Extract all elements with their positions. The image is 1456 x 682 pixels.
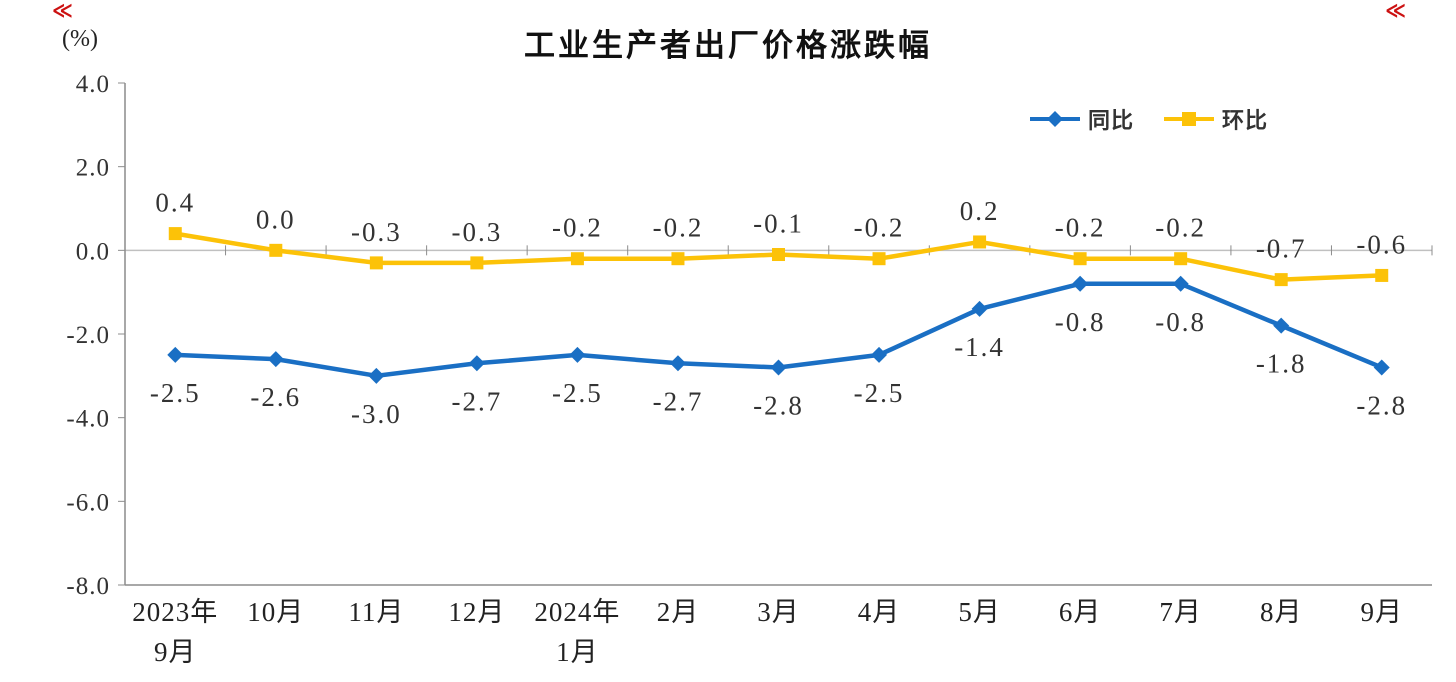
svg-text:6月: 6月 bbox=[1059, 597, 1102, 627]
chart-legend: 同比 环比 bbox=[1029, 103, 1268, 135]
svg-text:-2.5: -2.5 bbox=[150, 378, 201, 408]
svg-text:-0.8: -0.8 bbox=[1155, 307, 1206, 337]
svg-text:-2.5: -2.5 bbox=[552, 378, 603, 408]
svg-text:-0.6: -0.6 bbox=[1356, 229, 1407, 259]
svg-text:10月: 10月 bbox=[247, 597, 304, 627]
svg-text:8月: 8月 bbox=[1260, 597, 1303, 627]
legend-item-mom: 环比 bbox=[1163, 103, 1268, 135]
svg-text:0.0: 0.0 bbox=[76, 238, 110, 265]
svg-text:11月: 11月 bbox=[348, 597, 404, 627]
svg-text:4.0: 4.0 bbox=[76, 71, 110, 98]
svg-text:-0.1: -0.1 bbox=[753, 209, 804, 239]
corner-glyph-right: ≪ bbox=[1385, 0, 1406, 22]
svg-text:-0.2: -0.2 bbox=[552, 213, 603, 243]
y-axis-unit-label: (%) bbox=[62, 26, 98, 52]
svg-text:0.0: 0.0 bbox=[256, 204, 296, 234]
svg-text:0.4: 0.4 bbox=[155, 188, 195, 218]
svg-text:5月: 5月 bbox=[958, 597, 1001, 627]
chart-title: 工业生产者出厂价格涨跌幅 bbox=[524, 28, 932, 64]
svg-text:-0.2: -0.2 bbox=[653, 213, 704, 243]
svg-text:3月: 3月 bbox=[757, 597, 800, 627]
svg-text:-0.8: -0.8 bbox=[1055, 307, 1106, 337]
svg-text:-0.2: -0.2 bbox=[1155, 213, 1206, 243]
legend-marker-diamond-icon bbox=[1029, 111, 1080, 127]
svg-text:-2.5: -2.5 bbox=[854, 378, 905, 408]
svg-text:2.0: 2.0 bbox=[76, 155, 110, 182]
svg-text:9月: 9月 bbox=[154, 637, 197, 667]
svg-text:-3.0: -3.0 bbox=[351, 399, 402, 429]
svg-text:12月: 12月 bbox=[448, 597, 505, 627]
svg-text:-2.0: -2.0 bbox=[66, 322, 110, 349]
svg-text:2月: 2月 bbox=[657, 597, 700, 627]
corner-glyph-left: ≪ bbox=[52, 0, 73, 22]
svg-text:-2.7: -2.7 bbox=[452, 386, 503, 416]
svg-text:-1.8: -1.8 bbox=[1256, 349, 1307, 379]
svg-text:2023年: 2023年 bbox=[132, 597, 218, 627]
svg-text:-0.7: -0.7 bbox=[1256, 234, 1307, 264]
svg-text:-0.3: -0.3 bbox=[351, 217, 402, 247]
legend-label-yoy: 同比 bbox=[1087, 109, 1134, 134]
legend-label-mom: 环比 bbox=[1221, 109, 1268, 134]
legend-item-yoy: 同比 bbox=[1029, 103, 1134, 135]
svg-text:2024年: 2024年 bbox=[534, 597, 620, 627]
svg-text:0.2: 0.2 bbox=[960, 196, 1000, 226]
svg-text:-2.6: -2.6 bbox=[250, 382, 301, 412]
svg-text:-0.2: -0.2 bbox=[1055, 213, 1106, 243]
svg-text:1月: 1月 bbox=[556, 637, 599, 667]
svg-text:9月: 9月 bbox=[1360, 597, 1403, 627]
svg-text:4月: 4月 bbox=[858, 597, 901, 627]
svg-text:-2.8: -2.8 bbox=[1356, 390, 1407, 420]
legend-marker-square-icon bbox=[1163, 112, 1214, 126]
svg-text:-0.2: -0.2 bbox=[854, 213, 905, 243]
svg-text:-6.0: -6.0 bbox=[66, 489, 110, 516]
svg-text:-1.4: -1.4 bbox=[954, 332, 1005, 362]
svg-text:-4.0: -4.0 bbox=[66, 406, 110, 433]
svg-text:-2.8: -2.8 bbox=[753, 390, 804, 420]
svg-text:-0.3: -0.3 bbox=[452, 217, 503, 247]
svg-text:-8.0: -8.0 bbox=[66, 573, 110, 600]
svg-text:-2.7: -2.7 bbox=[653, 386, 704, 416]
svg-text:7月: 7月 bbox=[1159, 597, 1202, 627]
